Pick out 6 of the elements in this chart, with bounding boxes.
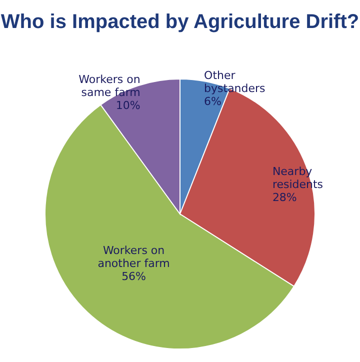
data-label: 10% — [116, 99, 140, 112]
data-label: 28% — [272, 190, 297, 204]
slice-label: Workers on another farm — [98, 244, 170, 270]
data-label: 6% — [204, 95, 222, 108]
data-label: 56% — [122, 270, 146, 284]
chart-title: Who is Impacted by Agriculture Drift? — [0, 11, 360, 33]
